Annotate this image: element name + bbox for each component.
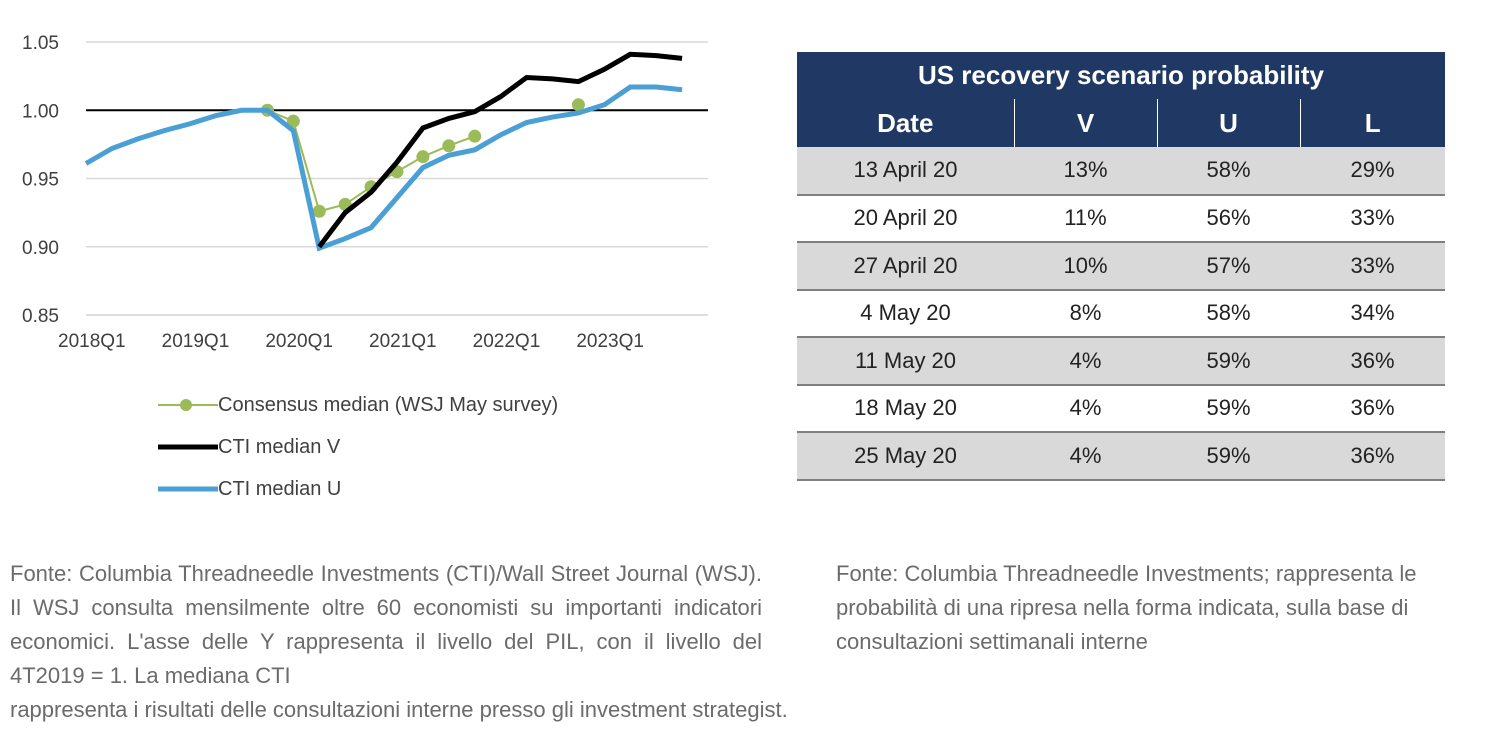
legend-label-consensus: Consensus median (WSJ May survey): [218, 393, 559, 416]
data-point: [312, 204, 326, 218]
y-tick-label: 0.95: [22, 170, 59, 191]
cell-l: 34%: [1300, 289, 1445, 338]
cell-l: 33%: [1300, 242, 1445, 291]
table-row: 11 May 20 4% 59% 36%: [797, 337, 1445, 386]
x-tick-label: 2021Q1: [369, 331, 437, 352]
source-note-chart-continued: rappresenta i risultati delle consultazi…: [10, 697, 788, 722]
table-row: 4 May 20 8% 58% 34%: [797, 289, 1445, 338]
series-cti-v: [317, 51, 683, 249]
cell-u: 59%: [1157, 337, 1300, 386]
series-cti-u: [84, 84, 683, 252]
chart-gridlines: [86, 41, 708, 316]
table-row: 25 May 20 4% 59% 36%: [797, 432, 1445, 481]
cell-date: 18 May 20: [797, 384, 1014, 433]
table-header-row: Date V U L: [797, 99, 1445, 147]
x-axis-ticks: 2018Q1 2019Q1 2020Q1 2021Q1 2022Q1 2023Q1: [58, 331, 644, 352]
cell-v: 4%: [1014, 384, 1157, 433]
y-axis-ticks: 1.05 1.00 0.95 0.90 0.85: [22, 33, 59, 327]
cell-u: 57%: [1157, 242, 1300, 291]
legend-item-cti-v: CTI median V: [158, 426, 558, 468]
x-tick-label: 2023Q1: [576, 331, 644, 352]
cell-l: 36%: [1300, 337, 1445, 386]
data-point: [286, 114, 300, 128]
cell-l: 33%: [1300, 194, 1445, 243]
gdp-line-chart: 1.051.000.950.900.85 2018Q1 2019Q1 2020Q1 2…: [22, 33, 708, 352]
table-title: US recovery scenario probability: [797, 52, 1445, 99]
source-note-table: Fonte: Columbia Threadneedle Investments…: [836, 561, 1417, 654]
legend-swatch-cti-u: [158, 486, 218, 492]
table-row: 27 April 20 10% 57% 33%: [797, 242, 1445, 291]
legend-label-cti-v: CTI median V: [218, 435, 341, 458]
series-line: [317, 51, 683, 249]
cell-date: 27 April 20: [797, 242, 1014, 291]
cell-v: 8%: [1014, 289, 1157, 338]
table-row: 18 May 20 4% 59% 36%: [797, 384, 1445, 433]
cell-l: 29%: [1300, 147, 1445, 196]
y-tick-label: 1.05: [22, 33, 59, 54]
legend-swatch-cti-v: [158, 444, 218, 450]
header-date: Date: [797, 99, 1014, 147]
cell-date: 4 May 20: [797, 289, 1014, 338]
series-consensus: [260, 98, 585, 218]
data-point: [416, 150, 430, 164]
cell-date: 20 April 20: [797, 194, 1014, 243]
cell-u: 56%: [1157, 194, 1300, 243]
x-tick-label: 2018Q1: [58, 331, 126, 352]
cell-v: 11%: [1014, 194, 1157, 243]
legend-item-cti-u: CTI median U: [158, 468, 558, 510]
cell-u: 58%: [1157, 147, 1300, 196]
data-point: [468, 129, 482, 143]
cell-l: 36%: [1300, 384, 1445, 433]
cell-l: 36%: [1300, 432, 1445, 481]
cell-date: 13 April 20: [797, 147, 1014, 196]
legend-item-consensus: Consensus median (WSJ May survey): [158, 384, 558, 426]
cell-v: 4%: [1014, 337, 1157, 386]
chart-series: [84, 51, 683, 252]
x-tick-label: 2020Q1: [265, 331, 333, 352]
header-v: V: [1013, 99, 1157, 147]
y-tick-label: 0.85: [22, 306, 59, 327]
cell-date: 25 May 20: [797, 432, 1014, 481]
header-u: U: [1156, 99, 1300, 147]
data-point: [571, 98, 585, 112]
y-tick-label: 1.00: [22, 101, 59, 122]
table-row: 13 April 20 13% 58% 29%: [797, 147, 1445, 196]
cell-v: 10%: [1014, 242, 1157, 291]
series-line: [84, 84, 683, 252]
x-tick-label: 2022Q1: [473, 331, 541, 352]
cell-u: 59%: [1157, 384, 1300, 433]
cell-u: 58%: [1157, 289, 1300, 338]
legend-swatch-consensus: [158, 399, 218, 411]
cell-date: 11 May 20: [797, 337, 1014, 386]
cell-v: 13%: [1014, 147, 1157, 196]
x-tick-label: 2019Q1: [162, 331, 230, 352]
data-point: [442, 139, 456, 153]
chart-legend: Consensus median (WSJ May survey) CTI me…: [158, 384, 558, 510]
y-tick-label: 0.90: [22, 238, 59, 259]
legend-label-cti-u: CTI median U: [218, 477, 342, 500]
cell-v: 4%: [1014, 432, 1157, 481]
cell-u: 59%: [1157, 432, 1300, 481]
table-row: 20 April 20 11% 56% 33%: [797, 194, 1445, 243]
header-l: L: [1299, 99, 1445, 147]
scenario-probability-table: US recovery scenario probability Date V …: [797, 52, 1445, 481]
source-note-chart: Fonte: Columbia Threadneedle Investments…: [10, 561, 762, 688]
